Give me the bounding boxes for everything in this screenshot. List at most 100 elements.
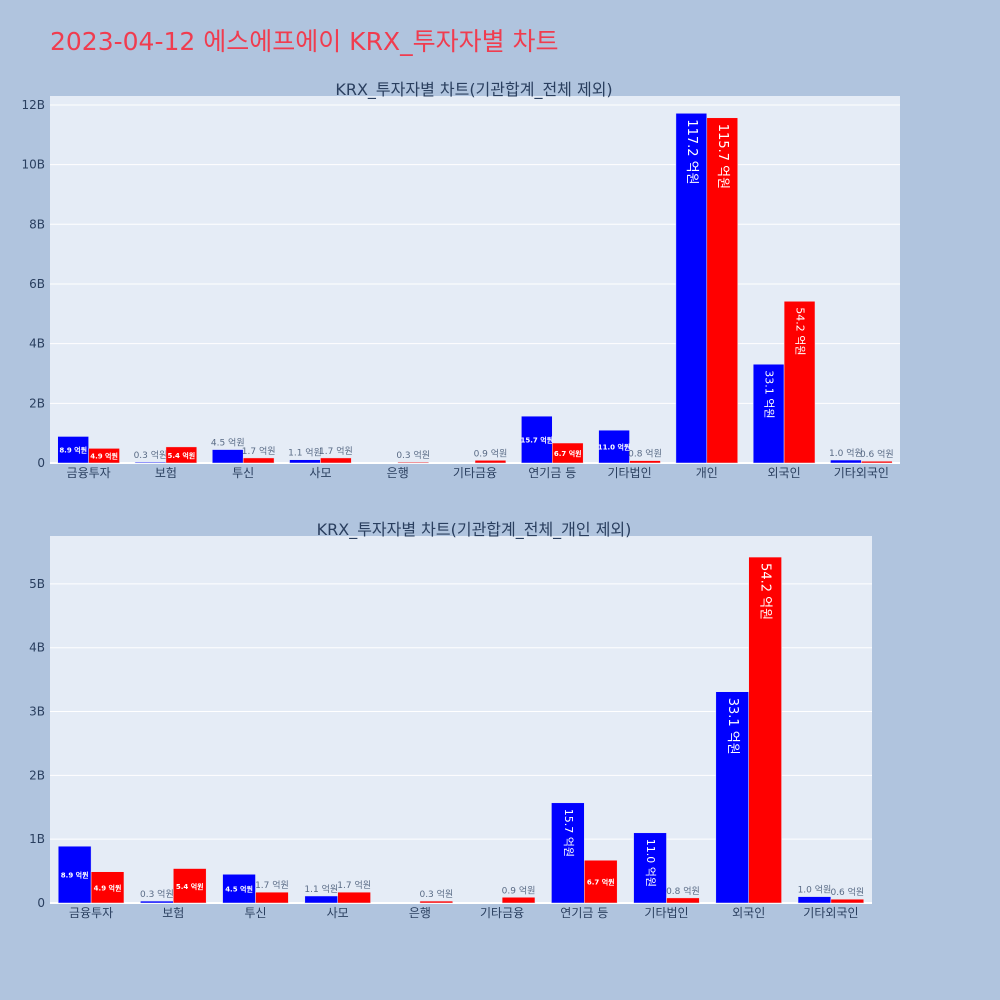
chart-title: KRX_투자자별 차트(기관합계_전체 제외): [335, 80, 612, 100]
data-label: 0.6 억원: [860, 448, 894, 460]
bar: [397, 461, 429, 464]
bar: [715, 691, 749, 904]
data-label: 1.1 억원: [304, 883, 338, 895]
data-label: 8.9 억원: [59, 446, 87, 455]
bar: [598, 429, 630, 464]
bar: [629, 460, 661, 464]
y-tick-label: 2B: [29, 396, 45, 410]
bar: [797, 896, 832, 904]
bar: [521, 415, 553, 464]
x-tick-label: 보험: [155, 466, 177, 480]
bar: [474, 460, 507, 464]
x-tick-label: 연기금 등: [528, 466, 576, 480]
data-label: 5.4 억원: [176, 882, 204, 891]
data-label: 33.1 억원: [725, 698, 740, 755]
data-label: 1.0 억원: [829, 447, 863, 459]
bar: [830, 459, 862, 464]
bar: [165, 446, 198, 464]
bar: [304, 895, 338, 904]
bar: [783, 301, 816, 464]
bar: [57, 845, 92, 904]
chart-title: KRX_투자자별 차트(기관합계_전체_개인 제외): [317, 520, 632, 540]
x-tick-label: 기타금융: [453, 466, 497, 480]
y-tick-label: 4B: [29, 337, 45, 351]
data-label: 4.5 억원: [225, 885, 253, 894]
x-tick-label: 연기금 등: [560, 906, 608, 920]
data-label: 0.3 억원: [419, 888, 453, 900]
data-label: 0.9 억원: [502, 884, 536, 896]
data-label: 1.0 억원: [798, 884, 832, 896]
data-label: 1.7 억원: [242, 445, 276, 457]
data-label: 11.0 억원: [598, 443, 631, 452]
data-label: 6.7 억원: [554, 449, 582, 458]
bar: [173, 868, 207, 904]
data-label: 33.1 억원: [763, 370, 776, 418]
y-tick-label: 8B: [29, 217, 45, 231]
x-tick-label: 보험: [162, 906, 184, 920]
bar: [134, 461, 167, 464]
bar: [830, 898, 865, 904]
data-label: 0.8 억원: [666, 885, 700, 897]
x-tick-label: 외국인: [768, 466, 801, 480]
y-tick-label: 1B: [29, 832, 45, 846]
data-label: 0.3 억원: [134, 449, 168, 461]
bar: [320, 457, 352, 464]
x-tick-label: 사모: [327, 906, 349, 920]
data-label: 8.9 억원: [61, 871, 89, 880]
data-label: 0.9 억원: [474, 447, 508, 459]
x-tick-label: 금융투자: [69, 906, 113, 920]
bar: [222, 874, 256, 904]
chart-1: 0 2B 4B 6B 8B 10B 12B KRX_투자자별 차트(기관합계_전체 제외) 금융…: [21, 80, 900, 480]
x-tick-label: 기타법인: [607, 466, 651, 480]
bar: [675, 113, 708, 464]
bar: [552, 442, 584, 464]
page-title: 2023-04-12 에스에프에이 KRX_투자자별 차트: [50, 27, 559, 56]
y-tick-label: 5B: [29, 577, 45, 591]
x-tick-label: 사모: [309, 466, 331, 480]
bar: [337, 891, 371, 904]
x-tick-label: 기타금융: [480, 906, 524, 920]
bar: [584, 859, 618, 904]
data-label: 4.9 억원: [94, 883, 122, 892]
data-label: 1.7 억원: [319, 445, 353, 457]
x-tick-label: 기타외국인: [834, 466, 889, 480]
y-tick-label: 0: [37, 896, 45, 910]
bar: [140, 900, 174, 904]
y-tick-label: 2B: [29, 768, 45, 782]
data-label: 54.2 억원: [758, 563, 773, 620]
bar: [419, 900, 454, 904]
x-tick-label: 금융투자: [67, 466, 111, 480]
x-tick-label: 기타법인: [644, 906, 688, 920]
x-tick-label: 은행: [409, 905, 431, 920]
bar: [242, 457, 275, 464]
y-tick-label: 6B: [29, 277, 45, 291]
data-label: 1.1 억원: [288, 447, 322, 459]
y-tick-label: 12B: [21, 98, 45, 112]
data-label: 11.0 억원: [644, 839, 657, 887]
bar: [666, 897, 700, 904]
bar: [551, 802, 585, 904]
x-tick-label: 기타외국인: [803, 906, 858, 920]
y-tick-label: 4B: [29, 641, 45, 655]
chart-2: 0 1B 2B 3B 4B 5B KRX_투자자별 차트(기관합계_전체_개인 제외) 금융투…: [29, 520, 872, 920]
bar: [748, 556, 782, 904]
data-label: 54.2 억원: [794, 307, 807, 355]
bar: [633, 832, 667, 904]
bar: [289, 459, 321, 464]
bar: [861, 460, 893, 464]
x-tick-label: 개인: [696, 466, 718, 480]
bar: [90, 871, 125, 904]
bar: [752, 363, 785, 464]
data-label: 15.7 억원: [521, 436, 554, 445]
x-tick-label: 외국인: [732, 906, 765, 920]
data-label: 0.3 억원: [396, 449, 430, 461]
y-tick-label: 0: [37, 456, 45, 470]
bar: [255, 891, 289, 904]
bar: [212, 449, 244, 464]
data-label: 117.2 억원: [684, 119, 699, 184]
x-tick-label: 투신: [232, 466, 254, 480]
bar: [501, 897, 536, 904]
data-label: 6.7 억원: [587, 878, 615, 887]
data-label: 15.7 억원: [562, 809, 575, 857]
